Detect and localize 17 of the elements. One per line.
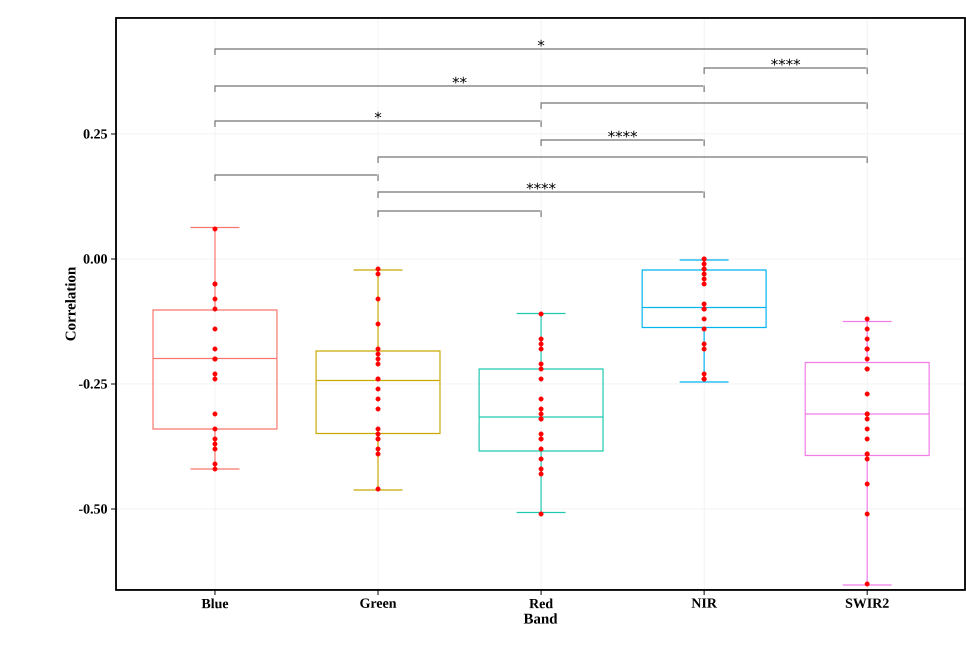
x-tick-label: Red: [529, 598, 553, 608]
x-tick-label: SWIR2: [846, 598, 889, 608]
y-tick-label: -0.50: [78, 504, 107, 514]
x-tick-label: Green: [360, 598, 396, 608]
annotation: ****: [608, 130, 638, 138]
annotation: *: [538, 40, 544, 47]
annotation: *: [374, 112, 382, 119]
annotation: **: [452, 76, 467, 84]
x-tick-label: NIR: [692, 598, 718, 608]
annotation: ****: [526, 182, 556, 190]
y-tick-label: -0.25: [78, 379, 107, 389]
annotation: ****: [771, 58, 800, 66]
y-tick-label: 0.00: [84, 254, 107, 264]
x-axis-title: Band: [524, 613, 558, 624]
y-axis-title: Correlation: [65, 266, 76, 340]
y-tick-label: 0.25: [84, 129, 107, 139]
x-tick-label: Blue: [202, 598, 228, 608]
